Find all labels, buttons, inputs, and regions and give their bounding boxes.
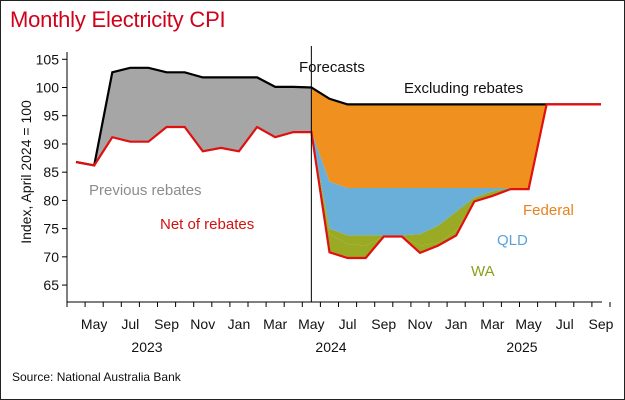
x-tick-label: Sep <box>371 316 396 332</box>
y-tick-label: 75 <box>43 221 59 237</box>
year-label: 2023 <box>131 339 162 355</box>
x-tick-label: Mar <box>263 316 287 332</box>
x-tick-label: Jan <box>445 316 468 332</box>
x-tick-label: Jul <box>121 316 139 332</box>
year-label: 2024 <box>315 339 346 355</box>
net-of-rebates-line <box>75 103 601 260</box>
chart-title: Monthly Electricity CPI <box>10 7 226 32</box>
x-tick-label: May <box>81 316 107 332</box>
y-axis-label: Index, April 2024 = 100 <box>18 100 34 244</box>
x-tick-label: Jan <box>228 316 251 332</box>
wa-label: WA <box>471 263 495 280</box>
qld-area <box>311 104 547 236</box>
x-tick-label: Sep <box>154 316 179 332</box>
forecasts-label: Forecasts <box>299 59 365 76</box>
y-tick-label: 105 <box>36 51 60 67</box>
excluding-rebates-label: Excluding rebates <box>404 80 523 97</box>
year-label: 2025 <box>506 339 537 355</box>
x-tick-label: May <box>515 316 541 332</box>
y-tick-label: 90 <box>43 136 59 152</box>
excluding-rebates-line <box>75 66 601 167</box>
x-tick-label: Jul <box>556 316 574 332</box>
axes-layer: 65 70 75 80 85 90 95 100 105 May Jul Sep Nov Jan Mar Ma… <box>36 46 614 355</box>
previous-rebates-label: Previous rebates <box>89 182 202 199</box>
y-tick-label: 80 <box>43 192 59 208</box>
x-tick-label: Jul <box>339 316 357 332</box>
label-layer: Forecasts Excluding rebates Previous rebat… <box>89 59 574 280</box>
net-of-rebates-label: Net of rebates <box>160 216 254 233</box>
x-tick-label: Mar <box>480 316 504 332</box>
y-tick-label: 70 <box>43 249 59 265</box>
y-tick-label: 100 <box>36 80 60 96</box>
x-tick-label: Sep <box>588 316 613 332</box>
chart-source: Source: National Australia Bank <box>12 370 181 384</box>
wa-area-lower <box>311 104 547 259</box>
x-tick-label: Nov <box>407 316 432 332</box>
line-layer <box>75 66 601 260</box>
y-tick-label: 65 <box>43 277 59 293</box>
qld-label: QLD <box>497 232 528 249</box>
federal-label: Federal <box>523 202 574 219</box>
wa-area <box>311 104 547 246</box>
x-tick-label: May <box>298 316 324 332</box>
federal-area <box>311 87 547 188</box>
y-tick-label: 85 <box>43 164 59 180</box>
y-tick-label: 95 <box>43 108 59 124</box>
x-tick-label: Nov <box>190 316 215 332</box>
